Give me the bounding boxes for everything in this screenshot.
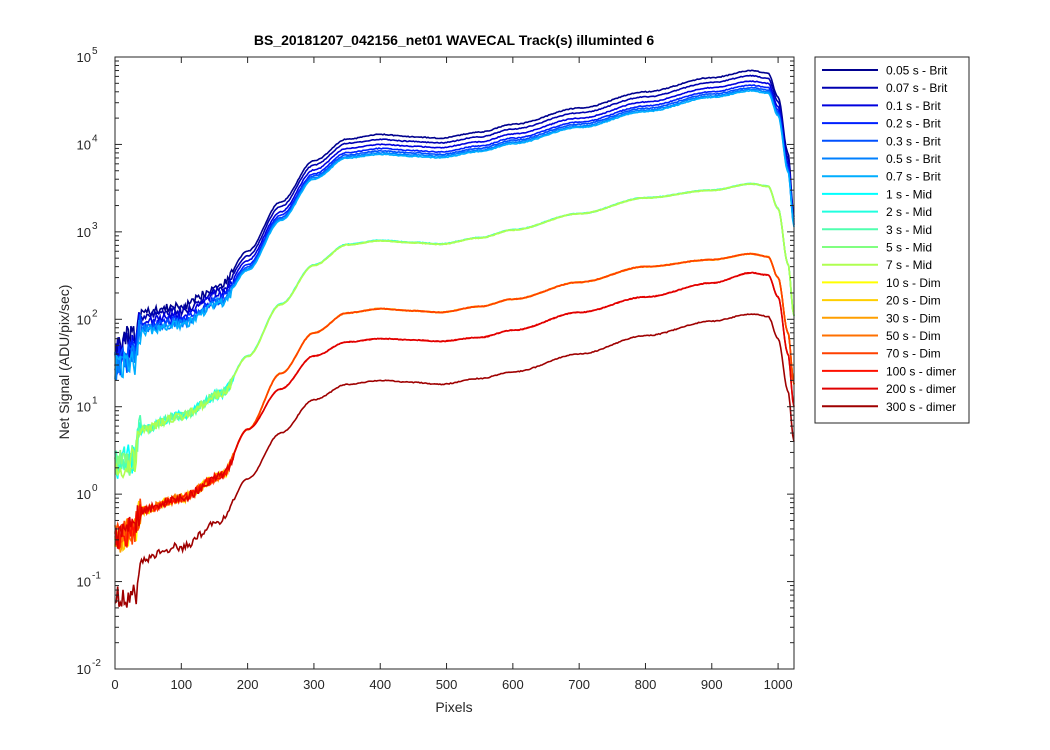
x-tick-label: 100 [170,677,192,692]
y-tick-base: 10 [77,225,91,240]
chart-title: BS_20181207_042156_net01 WAVECAL Track(s… [254,32,654,48]
series-line [114,271,795,549]
legend-label: 0.07 s - Brit [886,81,948,95]
x-tick-label: 0 [111,677,118,692]
series-line [114,88,795,381]
y-tick-base: 10 [77,50,91,65]
y-tick-label: 10 [77,487,91,502]
series-line [114,89,795,380]
y-tick-exponent: -1 [92,571,101,582]
legend-label: 30 s - Dim [886,311,941,325]
series-lines [114,69,795,608]
y-tick-label: 10 [77,137,91,152]
series-line [114,80,795,368]
legend-label: 0.5 s - Brit [886,152,941,166]
y-tick-label: 10 [77,225,91,240]
x-tick-label: 300 [303,677,325,692]
y-tick-base: 10 [77,487,91,502]
x-tick-label: 800 [635,677,657,692]
y-tick-exponent: -2 [92,658,101,669]
y-tick-exponent: 3 [92,221,98,232]
y-tick-base: 10 [77,662,91,677]
legend-label: 50 s - Dim [886,329,941,343]
legend-label: 7 s - Mid [886,258,932,272]
legend-label: 0.05 s - Brit [886,64,948,78]
legend-label: 0.3 s - Brit [886,134,941,148]
y-tick-label: 10 [77,400,91,415]
y-axis-title: Net Signal (ADU/pix/sec) [56,285,72,440]
y-tick-label: 10 [77,312,91,327]
y-tick-base: 10 [77,312,91,327]
y-tick-exponent: 1 [92,396,98,407]
series-line [114,74,795,366]
legend-label: 20 s - Dim [886,294,941,308]
series-line [114,313,795,608]
y-tick-base: 10 [77,137,91,152]
legend-label: 0.2 s - Brit [886,117,941,131]
y-tick-label: 10 [77,662,91,677]
legend-label: 10 s - Dim [886,276,941,290]
x-tick-label: 700 [568,677,590,692]
axes: 0 100 200 300 400 500 600 700 800 900 1000 10 -210-… [77,46,795,692]
legend-label: 70 s - Dim [886,347,941,361]
legend-label: 100 s - dimer [886,364,956,378]
x-axis-title: Pixels [435,699,472,715]
axes-frame [114,56,795,670]
series-line [114,182,795,480]
legend-label: 0.7 s - Brit [886,170,941,184]
series-line [114,86,795,378]
y-tick-exponent: 2 [92,308,98,319]
x-tick-label: 500 [436,677,458,692]
x-tick-label: 900 [701,677,723,692]
legend: 0.05 s - Brit 0.07 s - Brit 0.1 s - Brit 0.… [814,56,970,424]
y-tick-label: 10 [77,575,91,590]
legend-label: 5 s - Mid [886,241,932,255]
legend-label: 2 s - Mid [886,205,932,219]
legend-box [814,56,970,424]
y-tick-exponent: 0 [92,483,98,494]
series-line [114,69,795,359]
legend-label: 3 s - Mid [886,223,932,237]
legend-label: 0.1 s - Brit [886,99,941,113]
x-tick-label: 600 [502,677,524,692]
legend-label: 200 s - dimer [886,382,956,396]
x-tick-label: 200 [237,677,259,692]
plot-area [115,57,794,669]
y-tick-exponent: 5 [92,46,98,57]
x-tick-label: 1000 [764,677,793,692]
y-tick-base: 10 [77,400,91,415]
x-axis-ticks: 0 100 200 300 400 500 600 700 800 900 1000 [111,57,793,692]
legend-label: 300 s - dimer [886,400,956,414]
y-tick-label: 10 [77,50,91,65]
y-tick-base: 10 [77,575,91,590]
legend-label: 1 s - Mid [886,187,932,201]
x-tick-label: 400 [369,677,391,692]
y-tick-exponent: 4 [92,133,98,144]
